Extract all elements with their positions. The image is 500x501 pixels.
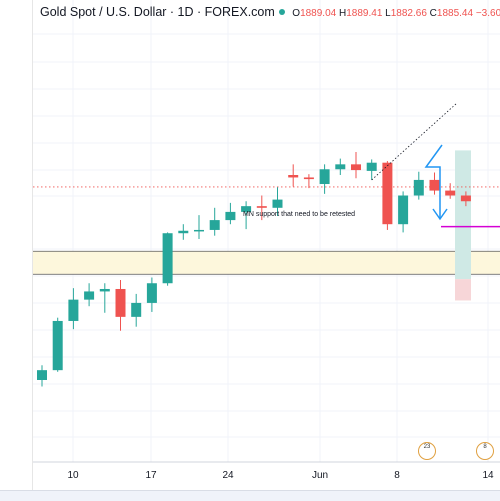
stop-zone[interactable] <box>455 279 471 301</box>
candle-body[interactable] <box>256 206 267 208</box>
candle-body[interactable] <box>194 229 204 232</box>
candle-body[interactable] <box>178 230 189 234</box>
candle-body[interactable] <box>37 370 47 380</box>
ohlc-readout: O1889.04 H1889.41 L1882.66 C1885.44 −3.6… <box>292 8 500 19</box>
x-tick-label: 8 <box>394 470 400 481</box>
plot-area <box>33 0 500 462</box>
arrow-head <box>432 208 448 221</box>
candle-body[interactable] <box>68 299 79 321</box>
high-label: H <box>339 8 347 19</box>
x-tick-label: Jun <box>312 470 328 481</box>
x-tick-label: 17 <box>145 470 157 481</box>
candle-body[interactable] <box>413 179 424 196</box>
low-label: L <box>385 8 391 19</box>
symbol-title: Gold Spot / U.S. Dollar · 1D · FOREX.com <box>40 5 275 19</box>
candle-body[interactable] <box>288 175 299 178</box>
support-zone[interactable] <box>33 251 500 275</box>
candle-body[interactable] <box>209 220 220 230</box>
left-toolbar <box>0 0 33 500</box>
candle-body[interactable] <box>272 199 283 208</box>
candle-body[interactable] <box>366 162 377 171</box>
candle-body[interactable] <box>460 195 471 202</box>
open-label: O <box>292 8 301 19</box>
candle-body[interactable] <box>115 288 126 317</box>
candle-body[interactable] <box>319 169 330 185</box>
bottom-toolbar <box>0 490 500 501</box>
candle-body[interactable] <box>429 179 440 191</box>
candle-body[interactable] <box>241 206 252 212</box>
candle-body[interactable] <box>351 164 361 171</box>
low-value: 1882.66 <box>390 8 427 19</box>
candle-body[interactable] <box>303 177 314 180</box>
candle-body[interactable] <box>162 233 173 284</box>
close-value: 1885.44 <box>436 8 474 19</box>
event-flag-us-1[interactable]: 23 <box>418 442 436 460</box>
close-label: C <box>429 8 437 19</box>
candle-body[interactable] <box>225 211 236 221</box>
candle-body[interactable] <box>382 162 393 225</box>
candle-body[interactable] <box>146 283 157 303</box>
candle-body[interactable] <box>335 164 346 170</box>
candle-body[interactable] <box>445 190 456 196</box>
target-zone[interactable] <box>455 150 471 280</box>
x-tick-label: 14 <box>482 470 494 481</box>
projection-arrow[interactable] <box>424 144 443 218</box>
event-flag-count-2: 8 <box>483 444 487 450</box>
event-flag-us-2[interactable]: 8 <box>476 442 494 460</box>
trend-line[interactable] <box>371 102 458 181</box>
x-tick-label: 10 <box>67 470 79 481</box>
candle-body[interactable] <box>398 195 409 225</box>
candle-body[interactable] <box>84 291 95 300</box>
market-status-dot <box>278 9 285 16</box>
candle-body[interactable] <box>52 320 63 371</box>
chart-header: Gold Spot / U.S. Dollar · 1D · FOREX.com… <box>40 4 500 20</box>
event-flag-count-1: 23 <box>423 444 431 450</box>
support-annotation[interactable]: MN support that need to be retested <box>243 211 356 218</box>
x-tick-label: 24 <box>222 470 234 481</box>
open-value: 1889.04 <box>300 8 337 19</box>
high-value: 1889.41 <box>346 8 383 19</box>
candle-body[interactable] <box>99 288 110 292</box>
candle-body[interactable] <box>131 302 142 317</box>
change-value: −3.60 (−0 <box>475 8 500 19</box>
